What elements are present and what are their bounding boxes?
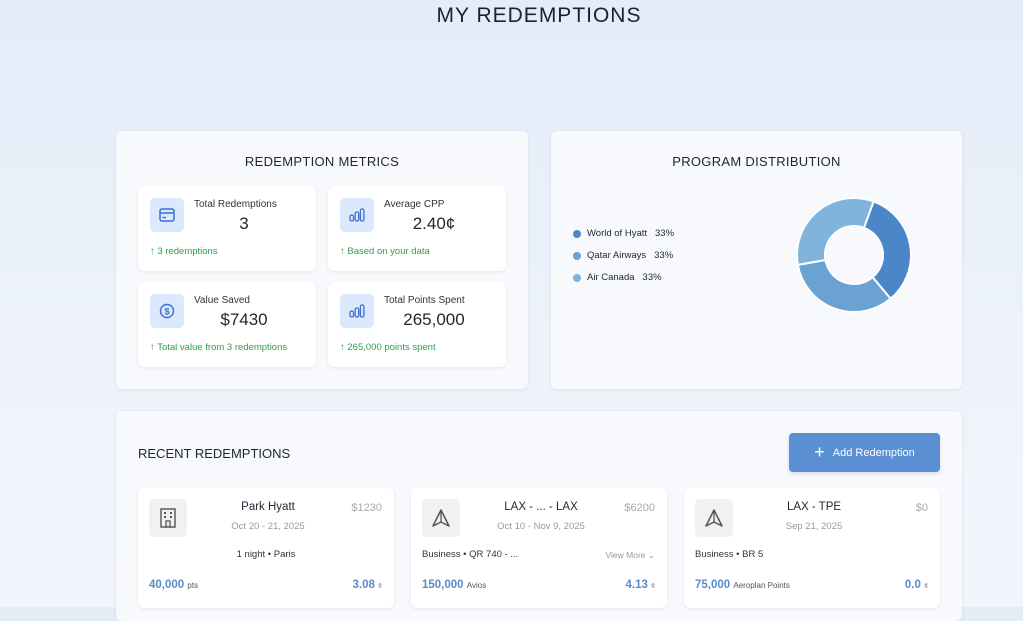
cpp-unit: ¢ bbox=[924, 583, 928, 590]
cpp-value: 0.0 bbox=[904, 579, 921, 591]
metric-total-redemptions: Total Redemptions 3 ↑ 3 redemptions bbox=[138, 186, 316, 271]
redemption-points: 40,000 pts bbox=[149, 579, 198, 591]
metric-label: Total Points Spent bbox=[384, 295, 465, 306]
legend-swatch bbox=[573, 273, 581, 282]
redemption-points: 75,000 Aeroplan Points bbox=[695, 579, 790, 591]
cpp-value: 4.13 bbox=[625, 579, 648, 591]
metric-label: Value Saved bbox=[194, 295, 250, 306]
donut-slice-air-canada[interactable] bbox=[796, 197, 875, 267]
view-more-label: View More bbox=[605, 550, 646, 560]
metric-value: $7430 bbox=[220, 310, 268, 329]
add-redemption-label: Add Redemption bbox=[832, 446, 915, 459]
redemption-title: LAX - TPE bbox=[786, 501, 842, 513]
legend-label: Air Canada bbox=[587, 272, 635, 283]
metric-foot-text: 3 redemptions bbox=[157, 246, 218, 257]
redemption-price: $0 bbox=[915, 502, 928, 514]
cpp-value: 3.08 bbox=[352, 579, 375, 591]
plane-icon bbox=[695, 499, 733, 537]
redemption-date: Oct 10 - Nov 9, 2025 bbox=[497, 521, 585, 532]
redemption-cpp: 3.08 ¢ bbox=[353, 579, 383, 591]
redemption-cpp: 4.13 ¢ bbox=[626, 579, 656, 591]
metric-value: 265,000 bbox=[403, 310, 465, 329]
metric-label: Total Redemptions bbox=[194, 199, 277, 210]
metric-foot-text: Based on your data bbox=[347, 246, 430, 257]
metric-foot: ↑ 265,000 points spent bbox=[340, 342, 436, 353]
view-more-button[interactable]: View More ⌄ bbox=[606, 550, 656, 561]
program-distribution-panel: PROGRAM DISTRIBUTION World of Hyatt 33% Qa… bbox=[551, 131, 962, 389]
recent-title: RECENT REDEMPTIONS bbox=[138, 446, 291, 461]
redemption-detail: Business • QR 740 - ... bbox=[422, 549, 519, 560]
bar-chart-icon bbox=[340, 294, 374, 328]
points-unit: Aeroplan Points bbox=[733, 581, 790, 590]
metric-value: 3 bbox=[239, 214, 249, 233]
metric-average-cpp: Average CPP 2.40¢ ↑ Based on your data bbox=[328, 186, 506, 271]
redemption-price: $6200 bbox=[624, 502, 655, 514]
plane-icon bbox=[422, 499, 460, 537]
legend-value: 33% bbox=[642, 272, 662, 283]
svg-text:$: $ bbox=[164, 307, 170, 318]
metric-total-points: Total Points Spent 265,000 ↑ 265,000 poi… bbox=[328, 282, 506, 367]
distribution-title: PROGRAM DISTRIBUTION bbox=[672, 154, 841, 169]
redemption-cpp: 0.0 ¢ bbox=[905, 579, 928, 591]
redemption-card[interactable]: LAX - TPE Sep 21, 2025 $0 Business • BR … bbox=[684, 488, 940, 608]
legend-item: Qatar Airways 33% bbox=[573, 250, 673, 261]
redemption-detail: Business • BR 5 bbox=[695, 549, 764, 560]
metric-foot-text: Total value from 3 redemptions bbox=[157, 342, 288, 353]
donut-chart bbox=[796, 197, 912, 313]
legend-value: 33% bbox=[654, 250, 674, 261]
legend-label: World of Hyatt bbox=[587, 228, 648, 239]
legend-item: World of Hyatt 33% bbox=[573, 228, 674, 239]
metric-foot: ↑ Total value from 3 redemptions bbox=[150, 342, 288, 353]
recent-redemptions-panel: RECENT REDEMPTIONS + Add Redemption Park … bbox=[116, 411, 962, 621]
redemption-detail: 1 night • Paris bbox=[236, 549, 296, 560]
add-redemption-button[interactable]: + Add Redemption bbox=[789, 433, 940, 472]
legend-swatch bbox=[573, 229, 581, 238]
redemption-title: Park Hyatt bbox=[241, 501, 295, 513]
bar-chart-icon bbox=[340, 198, 374, 232]
legend-label: Qatar Airways bbox=[587, 250, 647, 261]
redemption-date: Oct 20 - 21, 2025 bbox=[231, 521, 305, 532]
points-unit: Avios bbox=[466, 581, 487, 590]
metric-foot: ↑ Based on your data bbox=[340, 246, 430, 257]
redemption-price: $1230 bbox=[351, 502, 382, 514]
redemption-card[interactable]: LAX - ... - LAX Oct 10 - Nov 9, 2025 $62… bbox=[411, 488, 667, 608]
legend-value: 33% bbox=[655, 228, 675, 239]
metric-foot: ↑ 3 redemptions bbox=[150, 246, 218, 257]
redemption-points: 150,000 Avios bbox=[422, 579, 486, 591]
donut-slice-world-of-hyatt[interactable] bbox=[862, 200, 912, 301]
dollar-icon: $ bbox=[150, 294, 184, 328]
plus-icon: + bbox=[814, 442, 825, 462]
metric-value-saved: $ Value Saved $7430 ↑ Total value from 3… bbox=[138, 282, 316, 367]
legend-swatch bbox=[573, 251, 581, 260]
metrics-title: REDEMPTION METRICS bbox=[244, 154, 400, 169]
points-value: 40,000 bbox=[149, 579, 185, 591]
metric-label: Average CPP bbox=[384, 199, 445, 210]
redemption-title: LAX - ... - LAX bbox=[504, 501, 578, 513]
chevron-down-icon: ⌄ bbox=[647, 550, 655, 560]
redemption-date: Sep 21, 2025 bbox=[785, 521, 843, 532]
points-value: 150,000 bbox=[422, 579, 464, 591]
donut-slice-qatar-airways[interactable] bbox=[796, 258, 893, 313]
points-unit: pts bbox=[187, 581, 199, 590]
metric-foot-text: 265,000 points spent bbox=[347, 342, 436, 353]
cpp-unit: ¢ bbox=[378, 583, 382, 590]
legend-item: Air Canada 33% bbox=[573, 272, 662, 283]
page-title: MY REDEMPTIONS bbox=[436, 4, 642, 27]
redemption-card[interactable]: Park Hyatt Oct 20 - 21, 2025 $1230 1 nig… bbox=[138, 488, 394, 608]
building-icon bbox=[149, 499, 187, 537]
credit-card-icon bbox=[150, 198, 184, 232]
metric-value: 2.40¢ bbox=[412, 214, 456, 233]
redemption-metrics-panel: REDEMPTION METRICS Total Redemptions 3 ↑… bbox=[116, 131, 528, 389]
points-value: 75,000 bbox=[695, 579, 731, 591]
cpp-unit: ¢ bbox=[651, 583, 655, 590]
